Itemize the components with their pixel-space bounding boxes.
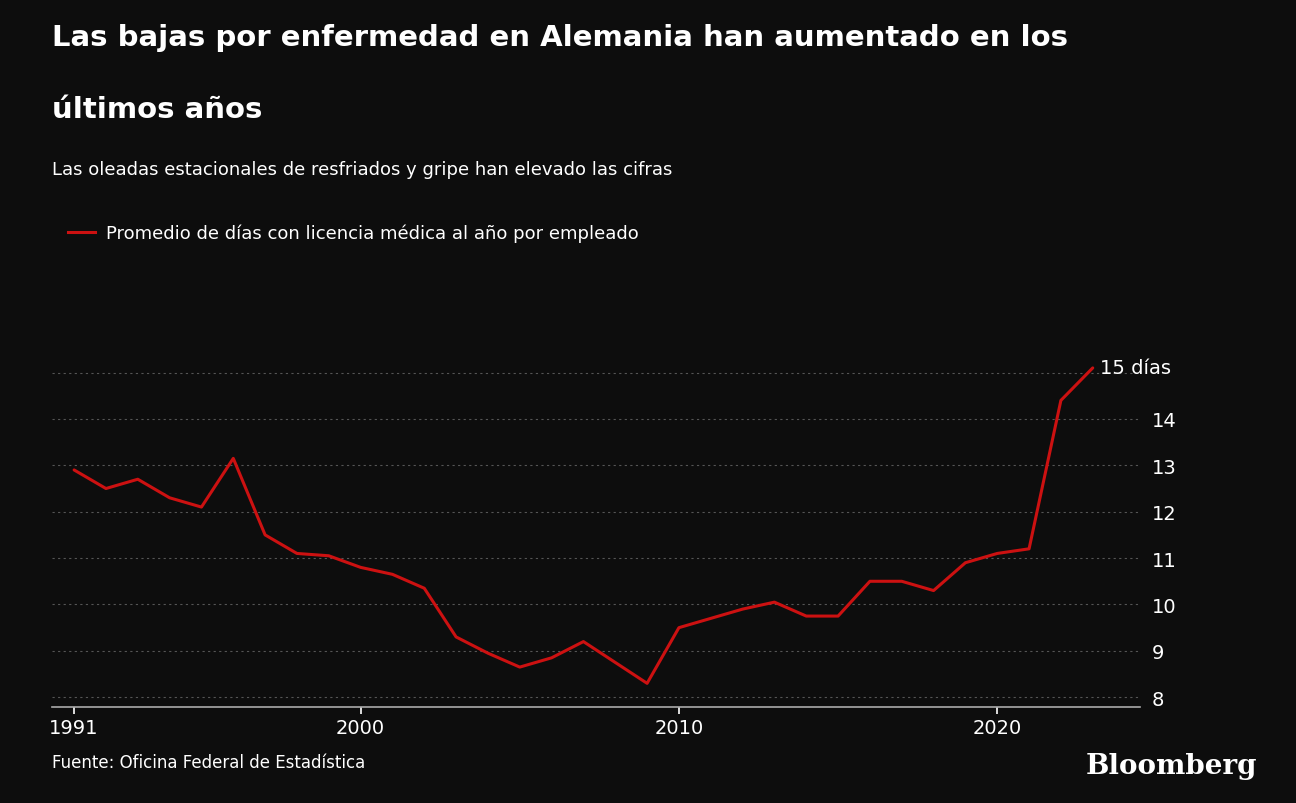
Text: Las bajas por enfermedad en Alemania han aumentado en los: Las bajas por enfermedad en Alemania han…: [52, 24, 1068, 52]
Legend: Promedio de días con licencia médica al año por empleado: Promedio de días con licencia médica al …: [61, 217, 645, 250]
Text: 15 días: 15 días: [1100, 359, 1170, 378]
Text: Las oleadas estacionales de resfriados y gripe han elevado las cifras: Las oleadas estacionales de resfriados y…: [52, 161, 673, 178]
Text: Fuente: Oficina Federal de Estadística: Fuente: Oficina Federal de Estadística: [52, 753, 365, 771]
Text: últimos años: últimos años: [52, 96, 262, 124]
Text: Bloomberg: Bloomberg: [1086, 752, 1257, 779]
